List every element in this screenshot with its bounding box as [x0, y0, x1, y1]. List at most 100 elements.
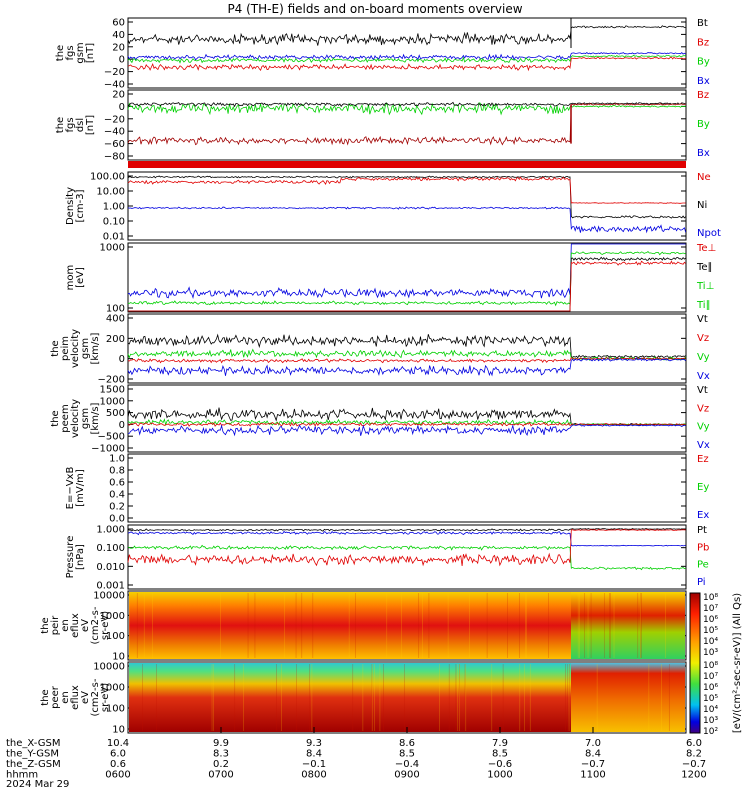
colorbar-tick2-4: 10⁴ [703, 705, 718, 715]
legend-0-2: By [697, 57, 710, 68]
legend-7-3: Pi [697, 577, 706, 588]
ylabel-9-1: peer [50, 685, 61, 709]
legend-1-1: By [697, 119, 710, 130]
ylabel-8-2: en [60, 619, 71, 632]
xtick-hhmm-0: 0600 [105, 770, 130, 781]
ylabel-2-0: Density [65, 187, 76, 225]
xtick-the_X-GSM-0: 10.4 [107, 738, 129, 749]
ytick-label-6-0: 1.0 [109, 454, 125, 465]
ytick-label-6-4: 0.2 [109, 502, 125, 513]
ytick-label-3-0: 1000 [100, 243, 125, 254]
series-pt [127, 528, 686, 532]
series-bz-gsm [127, 56, 686, 72]
colorbar-tick2-0: 10⁸ [703, 661, 718, 671]
xtick-the_X-GSM-4: 7.9 [492, 738, 508, 749]
ytick-label-6-2: 0.6 [109, 478, 125, 489]
legend-7-2: Pe [697, 560, 709, 571]
ytick-label-5-4: −500 [98, 432, 125, 443]
ylabel-5-4: [km/s] [90, 402, 101, 434]
ylabel-1-3: [nT] [85, 115, 96, 135]
panel-frame-1 [127, 89, 687, 161]
ytick-label-7-1: 0.100 [96, 543, 125, 554]
ion-spectrogram-post [571, 592, 685, 659]
ytick-label-5-3: 0 [119, 420, 125, 431]
xtick-the_Y-GSM-6: 8.2 [686, 749, 702, 760]
ytick-label-2-4: 0.01 [103, 232, 125, 243]
xtick-the_Y-GSM-1: 8.3 [213, 749, 229, 760]
series-bx-gsm [127, 51, 686, 61]
xtick-the_Z-GSM-3: −0.4 [395, 759, 419, 770]
ytick-label-9-1: 1000 [100, 683, 125, 694]
legend-1-0: Bz [697, 90, 709, 101]
series-ti-par [128, 251, 686, 307]
colorbar-tick-0: 10⁸ [703, 593, 718, 603]
ylabel-8-0: the [40, 617, 51, 633]
xtick-the_X-GSM-1: 9.9 [213, 738, 229, 749]
series-te-perp [128, 260, 686, 312]
ytick-label-5-1: 1000 [100, 396, 125, 407]
xrow-label-2: the_Z-GSM [6, 759, 61, 770]
legend-3-2: Ti⊥ [696, 281, 714, 292]
ylabel-7-1: [nPa] [75, 544, 86, 570]
ylabel-2-1: [cm-3] [75, 189, 86, 222]
colorbar-tick-3: 10⁵ [703, 626, 718, 636]
ytick-label-2-3: 0.10 [103, 217, 125, 228]
series-vy-peem [127, 418, 686, 427]
electron-spectrogram-pre [129, 663, 571, 732]
ytick-label-0-0: 60 [112, 18, 125, 29]
xtick-the_Y-GSM-2: 8.4 [306, 749, 322, 760]
ytick-label-8-2: 100 [106, 631, 125, 642]
ylabel-0-2: gsm [75, 42, 86, 63]
ytick-label-4-2: 0 [119, 354, 125, 365]
ytick-label-1-1: 0 [119, 102, 125, 113]
series-bz-dsl [127, 102, 686, 146]
ytick-label-5-0: 1500 [100, 385, 125, 396]
ytick-label-9-0: 10000 [93, 662, 125, 673]
xrow-label-3: hhmm [6, 770, 38, 781]
ytick-label-6-5: 0.0 [109, 514, 125, 525]
xtick-the_Z-GSM-6: −0.7 [682, 759, 706, 770]
ytick-label-4-1: 200 [106, 334, 125, 345]
ytick-label-1-2: −20 [104, 114, 125, 125]
panel-frame-3 [127, 242, 687, 313]
ytick-label-5-2: 500 [106, 408, 125, 419]
ylabel-1-1: fgs [65, 117, 76, 132]
legend-6-2: Ex [697, 510, 709, 521]
colorbar-tick-4: 10⁴ [703, 637, 718, 647]
ytick-label-0-4: −20 [104, 67, 125, 78]
ytick-label-2-0: 100.00 [90, 172, 125, 183]
colorbar-tick-1: 10⁷ [703, 604, 718, 614]
xtick-the_Y-GSM-4: 8.5 [492, 749, 508, 760]
xtick-the_Z-GSM-0: 0.6 [110, 759, 126, 770]
xtick-the_Y-GSM-0: 6.0 [110, 749, 126, 760]
xtick-the_Z-GSM-5: −0.7 [581, 759, 605, 770]
legend-3-3: Ti∥ [696, 300, 711, 311]
ytick-label-8-3: 10 [112, 652, 125, 663]
legend-5-0: Vt [697, 385, 708, 396]
legend-6-0: Ez [697, 454, 709, 465]
ylabel-1-2: dsl [75, 118, 86, 132]
xtick-the_Z-GSM-4: −0.6 [488, 759, 512, 770]
panel-frame-5 [127, 384, 687, 453]
legend-0-1: Bz [697, 37, 709, 48]
ytick-label-1-0: 20 [112, 90, 125, 101]
ylabel-5-3: gsm [80, 408, 91, 429]
series-pb [127, 529, 686, 567]
series-vt-peim [127, 333, 686, 360]
legend-5-3: Vx [697, 440, 710, 451]
legend-0-3: Bx [697, 76, 710, 87]
legend-4-2: Vy [697, 352, 710, 363]
xrow-label-0: the_X-GSM [6, 738, 60, 749]
ylabel-6-1: [mV/m] [75, 469, 86, 507]
colorbar-tick2-3: 10⁵ [703, 694, 718, 704]
xtick-hhmm-5: 1100 [580, 770, 605, 781]
legend-2-2: Npot [697, 228, 721, 239]
date-label: 2024 Mar 29 [6, 779, 69, 790]
series-bt-dsl [127, 101, 686, 108]
series-ti-perp-blue [127, 243, 686, 299]
series-ni [127, 175, 686, 219]
colorbar-tick2-6: 10² [703, 727, 718, 737]
legend-2-0: Ne [697, 172, 711, 183]
xtick-the_Z-GSM-2: −0.1 [302, 759, 326, 770]
